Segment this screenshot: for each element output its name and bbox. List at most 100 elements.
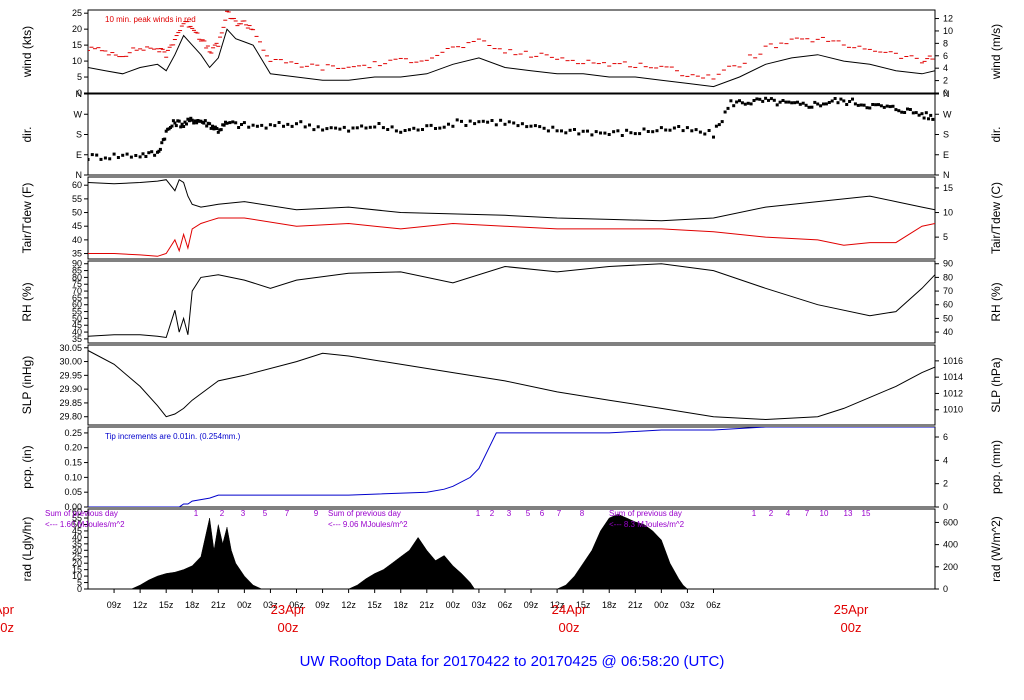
y-tick-label-right: S xyxy=(943,130,949,140)
x-tick-label: 09z xyxy=(524,600,539,610)
direction-point xyxy=(203,119,207,123)
direction-point xyxy=(551,125,555,129)
direction-point xyxy=(90,153,94,157)
y-tick-label-left: 50 xyxy=(72,208,82,218)
direction-point xyxy=(914,111,918,115)
panel-series xyxy=(88,96,935,161)
direction-point xyxy=(862,103,866,107)
y-axis-label-left: Tair/Tdew (F) xyxy=(20,183,34,254)
y-axis-label-right: RH (%) xyxy=(989,282,1003,321)
direction-point xyxy=(451,124,455,128)
y-tick-label-right: 0 xyxy=(943,502,948,512)
direction-point xyxy=(429,123,433,127)
direction-point xyxy=(793,101,797,105)
y-tick-label-left: 0 xyxy=(77,584,82,594)
y-tick-label-left: N xyxy=(76,89,83,99)
y-tick-label-left: 35 xyxy=(72,249,82,259)
panel-frame xyxy=(87,176,936,260)
y-axis-label-right: pcp. (mm) xyxy=(989,440,1003,494)
direction-point xyxy=(520,122,524,126)
direction-point xyxy=(202,121,206,125)
y-tick-label-right: 600 xyxy=(943,517,958,527)
y-tick-label-right: 1012 xyxy=(943,388,963,398)
direction-point xyxy=(581,129,585,133)
direction-point xyxy=(163,137,167,141)
y-tick-label-left: 0.10 xyxy=(64,472,82,482)
hour-marker: 5 xyxy=(526,509,531,518)
y-axis-label-left: RH (%) xyxy=(20,282,34,321)
day-sum-label: Sum of previous day xyxy=(328,509,401,518)
y-tick-label-left: 60 xyxy=(72,507,82,517)
direction-point xyxy=(355,126,359,130)
direction-point xyxy=(208,122,212,126)
direction-point xyxy=(416,128,420,132)
direction-point xyxy=(95,153,99,157)
y-tick-label-right: 6 xyxy=(943,51,948,61)
direction-point xyxy=(836,101,840,105)
direction-point xyxy=(642,127,646,131)
hour-marker: 6 xyxy=(540,509,545,518)
direction-point xyxy=(360,124,364,128)
direction-point xyxy=(303,125,307,129)
direction-point xyxy=(824,102,828,106)
series-line xyxy=(88,350,935,421)
direction-point xyxy=(738,99,741,103)
day-sum-value: <--- 1.60 MJoules/m^2 xyxy=(45,520,125,529)
direction-point xyxy=(286,122,290,126)
direction-point xyxy=(655,129,659,133)
direction-point xyxy=(525,125,529,129)
y-axis-label-right: dir. xyxy=(989,126,1003,142)
direction-point xyxy=(103,156,107,160)
direction-point xyxy=(616,129,620,133)
direction-point xyxy=(347,129,351,133)
direction-point xyxy=(182,125,186,128)
direction-point xyxy=(729,99,733,103)
direction-point xyxy=(888,105,892,109)
x-tick-label: 00z xyxy=(446,600,461,610)
direction-point xyxy=(364,126,368,130)
x-tick-label: 15z xyxy=(576,600,591,610)
y-tick-label-right: 0 xyxy=(943,584,948,594)
x-tick-label: 21z xyxy=(628,600,643,610)
y-axis-label-left: wind (kts) xyxy=(20,26,34,78)
panel-series xyxy=(88,263,935,339)
direction-point xyxy=(138,155,142,159)
direction-point xyxy=(740,101,744,105)
y-tick-label-left: 60 xyxy=(72,180,82,190)
direction-point xyxy=(290,124,294,128)
direction-point xyxy=(211,124,214,128)
direction-point xyxy=(816,102,820,106)
y-axis-label-left: pcp. (in) xyxy=(20,445,34,488)
panel-series xyxy=(88,427,935,507)
y-tick-label-left: 20 xyxy=(72,24,82,34)
direction-point xyxy=(421,128,424,131)
direction-point xyxy=(868,106,872,110)
y-tick-label-left: 0.15 xyxy=(64,458,82,468)
direction-point xyxy=(781,99,785,102)
direction-point xyxy=(646,130,650,133)
direction-point xyxy=(755,97,759,101)
day-label-date: 24Apr xyxy=(552,602,587,617)
direction-point xyxy=(251,123,255,127)
direction-point xyxy=(813,100,817,104)
direction-point xyxy=(438,126,442,130)
direction-point xyxy=(894,108,898,112)
direction-point xyxy=(924,111,928,115)
direction-point xyxy=(529,124,533,128)
y-tick-label-left: 45 xyxy=(72,320,82,330)
direction-point xyxy=(170,124,174,128)
direction-point xyxy=(116,156,120,159)
y-tick-label-left: 45 xyxy=(72,526,82,536)
hour-marker: 13 xyxy=(844,509,853,518)
y-tick-label-right: 400 xyxy=(943,540,958,550)
y-tick-label-right: 1014 xyxy=(943,372,963,382)
series-line xyxy=(88,217,935,257)
direction-point xyxy=(312,128,316,132)
y-tick-label-right: N xyxy=(943,89,950,99)
y-tick-label-right: 200 xyxy=(943,562,958,572)
panel-frame xyxy=(87,260,936,344)
x-tick-label: 18z xyxy=(393,600,408,610)
x-tick-label: 06z xyxy=(706,600,721,610)
